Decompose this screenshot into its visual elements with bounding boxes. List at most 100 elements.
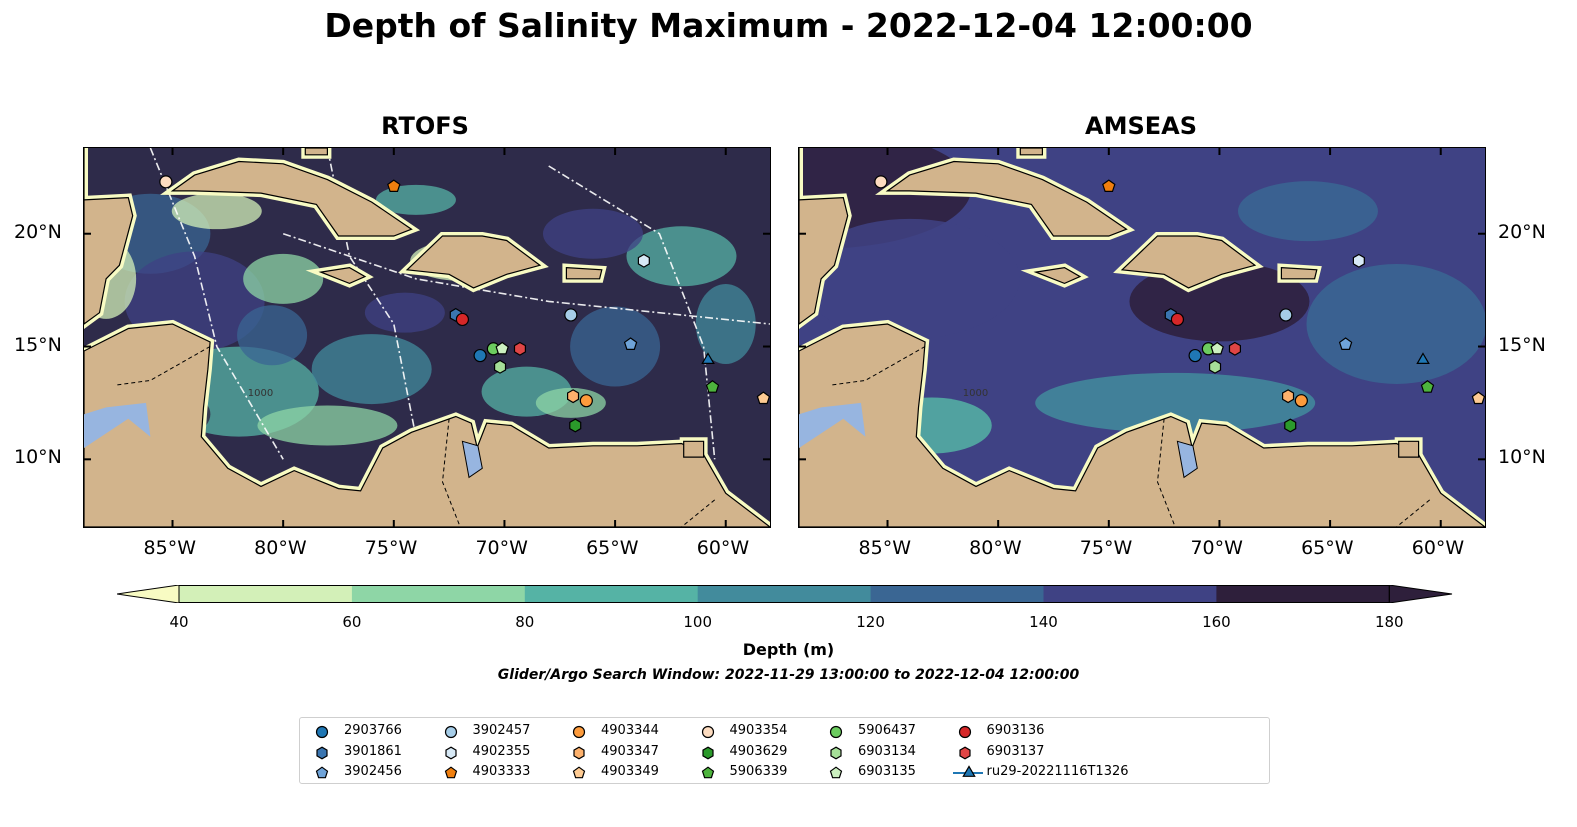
legend-label: 4903354	[729, 723, 788, 738]
legend-label: 3902457	[472, 723, 531, 738]
float-marker-6903135	[1210, 341, 1224, 355]
legend-marker-icon	[573, 746, 585, 759]
legend-label: 6903137	[986, 743, 1045, 759]
colorbar-segment	[179, 585, 353, 603]
colorbar-segment	[524, 585, 699, 603]
legend-marker-icon	[701, 725, 714, 739]
land-2	[885, 160, 1128, 237]
lake-nicaragua	[799, 402, 866, 448]
colorbar-tick-label: 100	[683, 613, 712, 631]
float-marker-6903136	[455, 312, 470, 327]
lat-tick-label-left: 10°N	[14, 446, 62, 469]
colorbar-segment	[697, 585, 872, 603]
lat-tick-label-right: 10°N	[1498, 446, 1546, 469]
colorbar-segment	[351, 585, 526, 603]
float-marker-6903135	[495, 341, 509, 355]
legend-marker-icon	[444, 766, 457, 779]
colorbar-tick-label: 60	[342, 613, 362, 631]
lon-tick-label: 85°W	[858, 537, 911, 559]
float-marker-3902456	[1338, 337, 1353, 350]
float-marker-4903349	[756, 391, 770, 405]
amseas-map: 1000	[798, 147, 1486, 528]
float-marker-4903629	[1284, 418, 1297, 433]
legend-label: 5906339	[729, 764, 788, 779]
legend-marker-icon	[444, 746, 457, 759]
colorbar-tick-label: 180	[1374, 613, 1404, 631]
float-marker-3902457	[564, 308, 578, 322]
land-3	[405, 235, 542, 289]
legend: 2903766 3901861 3902456 3902457 4902355 49033…	[299, 717, 1270, 784]
float-marker-3902456	[623, 337, 638, 350]
float-marker-6903136	[1170, 312, 1185, 327]
rtofs-map: 1000	[83, 147, 771, 528]
lat-tick-label-left: 20°N	[14, 220, 62, 243]
float-marker-4903333	[1102, 179, 1116, 193]
legend-marker-icon	[829, 766, 843, 779]
panel-title-amseas: AMSEAS	[1085, 112, 1197, 140]
legend-label: 3902456	[344, 764, 402, 779]
lon-tick-label: 80°W	[254, 537, 307, 559]
colorbar-label: Depth (m)	[742, 640, 835, 659]
colorbar-tick-label: 140	[1029, 613, 1058, 631]
land-6	[1398, 440, 1420, 458]
float-marker-4903333	[387, 179, 401, 193]
colorbar-tick-label: 160	[1202, 613, 1231, 631]
land-1	[84, 148, 134, 325]
float-marker-4903344	[579, 394, 593, 408]
land-4	[1033, 266, 1082, 285]
land-5	[1280, 266, 1318, 280]
colorbar-segment	[870, 585, 1044, 603]
float-marker-4903354	[159, 175, 173, 189]
float-marker-4902355	[637, 253, 650, 268]
legend-marker-icon	[701, 766, 714, 779]
float-marker-2903766	[473, 348, 487, 363]
legend-label: 4903629	[729, 743, 788, 759]
lake-nicaragua	[84, 402, 151, 448]
float-marker-4903347	[1282, 389, 1295, 404]
land-4	[318, 266, 367, 285]
lon-tick-label: 75°W	[1079, 537, 1133, 559]
land-3	[1120, 235, 1257, 289]
colorbar-extend-low	[116, 584, 180, 604]
lon-tick-label: 70°W	[1190, 537, 1243, 559]
float-marker-2903766	[1188, 348, 1202, 363]
colorbar-extend-high	[1388, 584, 1453, 604]
legend-marker-icon	[315, 725, 329, 739]
legend-marker-icon	[444, 725, 457, 739]
float-marker-4903354	[874, 175, 888, 189]
land-7	[304, 148, 328, 156]
colorbar-tick-label: 40	[169, 613, 189, 631]
colorbar-tick-label: 80	[515, 613, 535, 631]
float-marker-4903629	[569, 418, 582, 433]
float-marker-6903134	[1209, 359, 1222, 374]
lon-tick-label: 65°W	[586, 537, 639, 559]
float-marker-4903344	[1294, 394, 1308, 408]
float-marker-6903137	[1228, 341, 1241, 356]
legend-label: 6903136	[986, 723, 1045, 738]
colorbar-segment	[1043, 585, 1217, 603]
lon-tick-label: 60°W	[1411, 537, 1465, 559]
float-marker-4903349	[1471, 391, 1485, 405]
lake	[461, 440, 483, 479]
float-marker-5906339	[1420, 380, 1435, 393]
land-5	[565, 266, 603, 280]
lon-tick-label: 65°W	[1301, 537, 1354, 559]
float-marker-3902457	[1279, 308, 1293, 322]
land-1	[799, 148, 849, 325]
legend-marker-icon	[701, 746, 714, 759]
float-marker-5906339	[705, 380, 720, 393]
colorbar-tick-label: 120	[856, 613, 885, 631]
float-marker-ru29-20221116T1326	[701, 352, 715, 364]
contour-label: 1000	[248, 388, 273, 399]
lon-tick-label: 70°W	[475, 537, 528, 559]
figure-title: Depth of Salinity Maximum - 2022-12-04 1…	[324, 6, 1253, 45]
lon-tick-label: 80°W	[969, 537, 1022, 559]
legend-label: 6903135	[858, 764, 916, 779]
legend-marker-icon	[829, 725, 843, 739]
float-marker-ru29-20221116T1326	[1416, 352, 1430, 364]
land-0	[84, 323, 770, 527]
land-7	[1019, 148, 1043, 156]
legend-marker-icon	[958, 725, 971, 739]
land-0	[799, 323, 1485, 527]
legend-label: 6903134	[858, 743, 916, 759]
